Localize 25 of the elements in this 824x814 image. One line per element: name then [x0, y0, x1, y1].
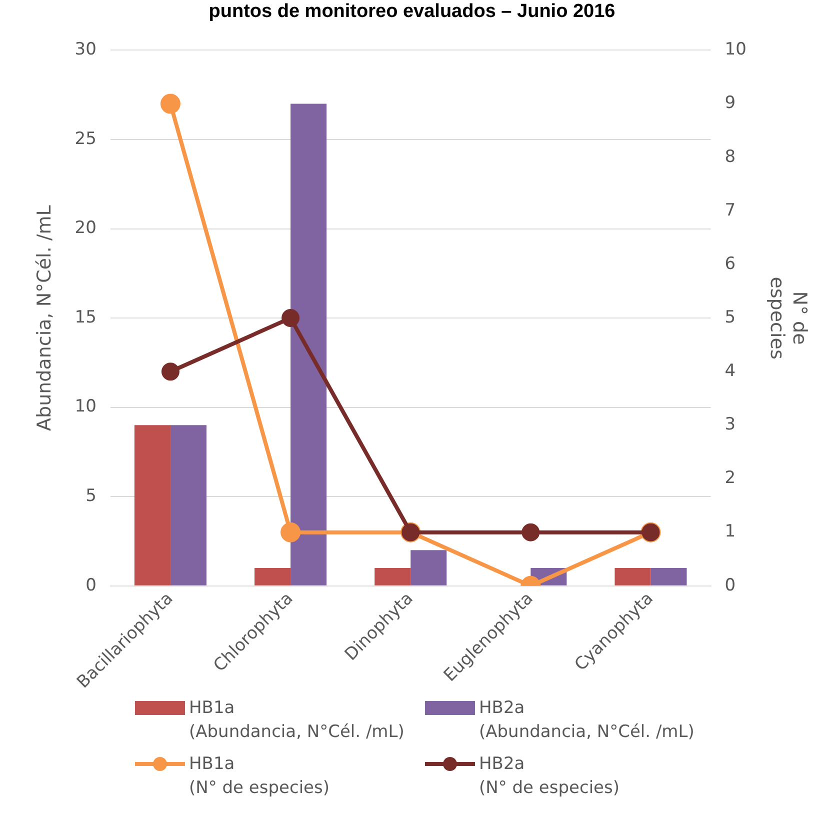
- y2-tick-label: 6: [724, 254, 736, 274]
- legend-label: HB1a (Abundancia, N°Cél. /mL): [189, 697, 404, 744]
- y-axis-title: Abundancia, N°Cél. /mL: [33, 204, 56, 431]
- y2-tick-label: 0: [724, 575, 736, 596]
- y2-tick-label: 10: [724, 40, 746, 60]
- y2-tick-label: 9: [724, 93, 736, 114]
- y-tick-label: 15: [74, 307, 96, 328]
- y2-tick-label: 8: [724, 146, 736, 167]
- y2-tick-label: 7: [724, 200, 736, 220]
- y2-axis-title: N° de especies: [766, 276, 811, 360]
- y-tick-label: 20: [74, 218, 96, 238]
- y-tick-label: 30: [74, 40, 96, 60]
- legend-label: HB1a (N° de especies): [189, 753, 330, 800]
- y-tick-label: 25: [74, 128, 96, 149]
- y2-tick-label: 3: [724, 414, 736, 435]
- y2-tick-label: 2: [724, 468, 736, 488]
- y2-tick-label: 1: [724, 522, 736, 542]
- y-tick-label: 10: [74, 396, 96, 417]
- legend-label: HB2a (N° de especies): [479, 753, 620, 800]
- legend-label: HB2a (Abundancia, N°Cél. /mL): [479, 697, 694, 744]
- y-tick-label: 5: [86, 486, 96, 506]
- y2-tick-label: 5: [724, 307, 736, 328]
- y-tick-label: 0: [86, 575, 96, 596]
- chart-title: puntos de monitoreo evaluados – Junio 2016: [208, 0, 616, 24]
- y2-tick-label: 4: [724, 361, 736, 382]
